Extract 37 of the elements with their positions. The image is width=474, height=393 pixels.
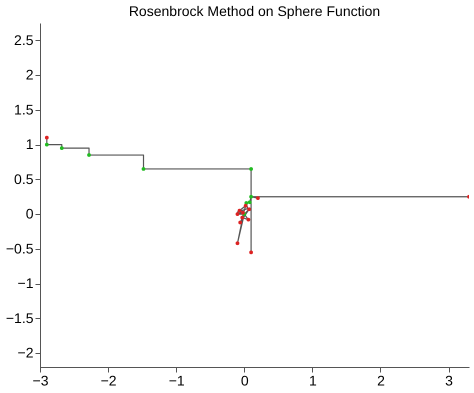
y-tick-label: 1 [26, 136, 34, 152]
point [249, 194, 253, 199]
y-tick-label: −1 [18, 275, 34, 292]
point [60, 146, 64, 150]
point [244, 204, 248, 208]
point [87, 153, 91, 157]
chart-title: Rosenbrock Method on Sphere Function [128, 3, 380, 19]
point [249, 250, 253, 254]
y-tick-label: 2 [26, 66, 34, 83]
point [247, 207, 251, 212]
x-tick-label: −2 [100, 372, 117, 388]
y-tick-label: 2.5 [14, 32, 34, 48]
point [236, 212, 240, 216]
x-tick-label: 1 [308, 372, 317, 388]
y-tick-label: −1.5 [6, 310, 34, 326]
point [44, 142, 49, 146]
point [249, 167, 253, 171]
x-tick-label: −3 [32, 372, 49, 388]
point [248, 200, 252, 204]
y-tick-label: 1.5 [14, 101, 34, 118]
point [240, 216, 244, 220]
point [236, 241, 240, 246]
x-tick-label: 2 [377, 372, 386, 388]
point [256, 196, 260, 200]
y-tick-label: −0.5 [6, 240, 34, 256]
y-tick-label: −2 [18, 344, 34, 361]
y-tick-label: 0.5 [14, 170, 34, 187]
x-tick-label: 0 [240, 372, 249, 388]
y-tick-label: 0 [26, 206, 34, 222]
point [44, 136, 49, 140]
point [246, 218, 250, 222]
point [238, 220, 242, 224]
point [238, 208, 242, 213]
line-series [46, 137, 469, 253]
x-tick-label: −1 [168, 372, 185, 388]
x-tick-label: 3 [445, 372, 454, 388]
point [142, 167, 146, 171]
